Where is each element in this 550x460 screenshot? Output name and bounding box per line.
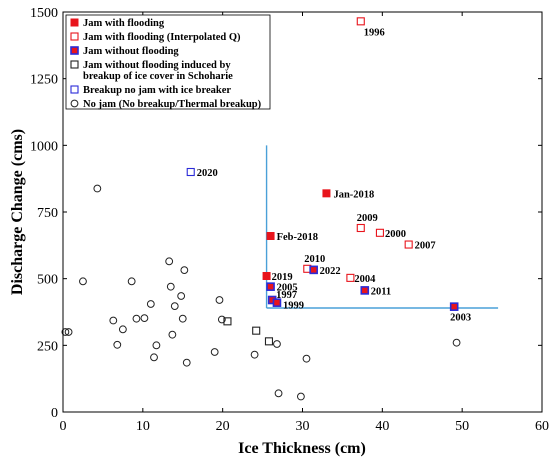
- x-tick-label: 10: [136, 419, 150, 434]
- x-tick-label: 40: [375, 419, 389, 434]
- data-point: [250, 350, 259, 359]
- legend-label: Jam with flooding: [83, 18, 165, 29]
- point-label: 2022: [320, 266, 341, 277]
- data-point: [346, 273, 355, 282]
- data-point: [168, 330, 177, 339]
- data-point: [356, 223, 365, 233]
- data-point: [132, 314, 141, 323]
- legend-label: Jam without flooding induced by: [83, 60, 231, 71]
- legend-label: No jam (No breakup/Thermal breakup): [83, 99, 262, 110]
- point-label: Jan-2018: [333, 189, 374, 200]
- data-point: [182, 358, 191, 367]
- y-tick-label: 250: [37, 339, 58, 354]
- data-point: [252, 326, 261, 335]
- data-point: [140, 314, 149, 323]
- data-point: [166, 282, 175, 291]
- data-point: [165, 257, 174, 266]
- y-tick-label: 1250: [30, 73, 58, 88]
- data-point: [210, 348, 219, 356]
- data-point: [266, 232, 275, 240]
- y-axis-label: Discharge Change (cms): [9, 129, 26, 295]
- data-point: [64, 328, 73, 336]
- point-label: 2019: [272, 272, 293, 283]
- legend-label: Breakup no jam with ice breaker: [83, 85, 231, 96]
- data-point: [152, 341, 161, 350]
- data-point: [375, 228, 384, 237]
- data-point: [360, 286, 370, 295]
- y-tick-label: 1500: [30, 6, 58, 21]
- data-point: [449, 302, 459, 311]
- point-label: Feb-2018: [277, 232, 318, 243]
- y-tick-label: 500: [37, 273, 58, 288]
- x-axis-label: Ice Thickness (cm): [238, 440, 366, 457]
- point-label: 2004: [354, 274, 376, 285]
- x-tick-label: 30: [296, 419, 310, 434]
- point-label: 2003: [450, 313, 471, 324]
- legend-marker: [70, 99, 79, 108]
- data-point: [404, 240, 413, 249]
- point-label: 2011: [371, 286, 391, 297]
- data-point: [264, 337, 274, 346]
- data-point: [223, 317, 232, 326]
- data-point: [93, 184, 102, 193]
- x-tick-label: 50: [455, 419, 469, 434]
- legend-box: [65, 14, 271, 110]
- legend-marker: [70, 18, 79, 27]
- data-point: [180, 266, 189, 275]
- legend-label: Jam with flooding (Interpolated Q): [83, 32, 241, 43]
- data-point: [262, 272, 271, 280]
- data-point: [356, 17, 365, 26]
- data-point: [79, 277, 87, 286]
- data-point: [146, 300, 155, 308]
- x-tick-label: 60: [535, 419, 549, 434]
- data-point: [273, 340, 281, 348]
- legend-marker: [70, 46, 79, 55]
- point-label: 2005: [277, 283, 298, 294]
- point-label: 2010: [304, 254, 325, 265]
- point-label: 2007: [415, 241, 436, 252]
- y-tick-label: 750: [37, 206, 58, 221]
- data-point: [127, 277, 136, 286]
- data-points: [61, 17, 461, 401]
- point-label: 2000: [385, 229, 406, 240]
- point-label: 2020: [197, 168, 218, 179]
- axis-ticks: 0 10 20 30 40 50 60 0 250 500 750 1000 1250 1500: [30, 6, 549, 434]
- legend-marker: [70, 60, 79, 69]
- data-point: [452, 338, 461, 347]
- threshold-lines: [265, 145, 499, 309]
- point-label: 1999: [283, 301, 304, 312]
- data-point: [150, 353, 158, 362]
- data-point: [215, 296, 224, 304]
- data-point: [109, 316, 118, 325]
- data-point: [322, 189, 331, 198]
- data-point: [186, 167, 195, 177]
- data-point: [302, 354, 311, 363]
- data-point: [113, 340, 122, 349]
- point-label: 2009: [357, 213, 378, 224]
- point-label: 1997: [276, 290, 297, 301]
- data-point: [274, 389, 283, 398]
- legend-label: breakup of ice cover in Schoharie: [83, 71, 233, 82]
- y-tick-label: 0: [51, 406, 58, 421]
- data-point: [118, 325, 127, 334]
- data-point: [266, 282, 275, 291]
- legend-marker: [70, 32, 79, 41]
- y-tick-label: 1000: [30, 139, 58, 154]
- legend: Jam with flooding Jam with flooding (Inte…: [65, 14, 271, 110]
- data-point: [177, 292, 186, 300]
- data-point: [309, 265, 318, 275]
- legend-marker: [70, 85, 79, 94]
- legend-label: Jam without flooding: [83, 46, 179, 57]
- data-point: [178, 314, 187, 323]
- x-tick-label: 20: [216, 419, 230, 434]
- point-label: 1996: [364, 27, 385, 38]
- data-point: [61, 328, 70, 336]
- data-point: [170, 302, 179, 311]
- data-point: [217, 315, 226, 324]
- point-labels: Jan-2018 Feb-2018 2019 1996 2009 2000 2007 2010…: [197, 27, 471, 323]
- data-point: [297, 392, 305, 401]
- x-tick-label: 0: [60, 419, 67, 434]
- data-point: [272, 298, 282, 307]
